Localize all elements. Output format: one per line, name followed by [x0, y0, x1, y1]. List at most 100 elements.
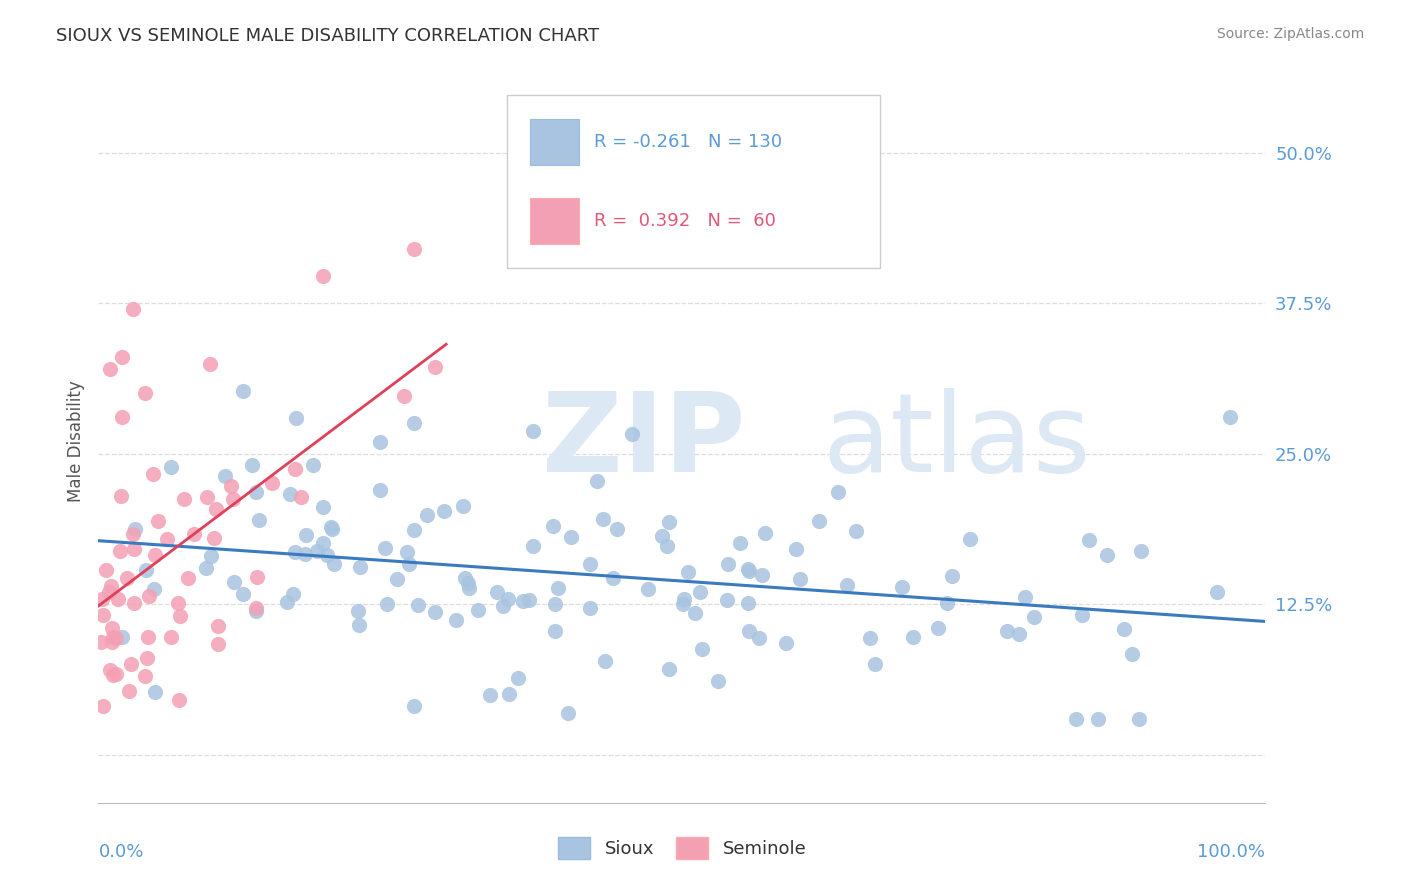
Point [135, 564, 157, 578]
Point [245, 601, 267, 615]
Point [785, 542, 807, 557]
Point [941, 569, 963, 583]
Point [176, 571, 198, 585]
Point [522, 425, 544, 439]
Point [91, 699, 114, 714]
Point [492, 599, 515, 613]
Point [183, 527, 205, 541]
Point [651, 529, 673, 543]
Point [748, 632, 770, 646]
Point [224, 575, 246, 590]
Point [1087, 712, 1109, 726]
Point [284, 461, 307, 475]
Text: atlas: atlas [823, 388, 1091, 495]
Point [592, 511, 614, 525]
Point [498, 687, 520, 701]
Y-axis label: Male Disability: Male Disability [66, 381, 84, 502]
Point [200, 549, 222, 564]
Point [368, 434, 391, 449]
Point [305, 543, 328, 558]
Point [404, 524, 426, 538]
Point [281, 587, 304, 601]
Point [134, 386, 156, 401]
Point [110, 489, 132, 503]
Point [508, 671, 530, 685]
Point [142, 467, 165, 481]
Point [375, 597, 398, 611]
Point [415, 508, 437, 522]
Point [672, 592, 695, 607]
Point [672, 597, 695, 611]
Point [312, 268, 335, 283]
Point [321, 522, 343, 536]
Point [402, 699, 425, 714]
Point [245, 604, 267, 618]
Point [124, 596, 146, 610]
Point [560, 530, 582, 544]
Point [159, 630, 181, 644]
Point [808, 514, 831, 528]
Point [294, 528, 316, 542]
Point [134, 669, 156, 683]
Point [683, 606, 706, 620]
Point [557, 706, 579, 720]
Point [1121, 647, 1143, 661]
Point [101, 621, 124, 635]
Point [541, 518, 564, 533]
Point [392, 389, 415, 403]
Point [496, 591, 519, 606]
Point [707, 674, 730, 689]
Point [522, 539, 544, 553]
Point [544, 597, 567, 611]
Point [311, 536, 333, 550]
Point [94, 563, 117, 577]
Point [737, 562, 759, 576]
Point [621, 426, 644, 441]
Point [115, 571, 138, 585]
Point [368, 483, 391, 498]
Point [423, 359, 446, 374]
Point [544, 624, 567, 639]
Point [321, 520, 343, 534]
Point [143, 548, 166, 562]
Point [245, 484, 267, 499]
Point [290, 490, 312, 504]
Point [1095, 548, 1118, 562]
Point [775, 635, 797, 649]
Point [751, 568, 773, 582]
Text: SIOUX VS SEMINOLE MALE DISABILITY CORRELATION CHART: SIOUX VS SEMINOLE MALE DISABILITY CORREL… [56, 27, 599, 45]
Point [262, 476, 284, 491]
Point [738, 564, 761, 578]
Point [222, 492, 245, 507]
Point [737, 596, 759, 610]
Point [903, 630, 925, 644]
Point [322, 557, 344, 571]
Point [146, 514, 169, 528]
Point [1130, 544, 1153, 558]
Point [143, 582, 166, 596]
Point [156, 532, 179, 546]
Point [284, 410, 307, 425]
Point [837, 578, 859, 592]
Point [202, 532, 225, 546]
Point [294, 547, 316, 561]
Point [198, 357, 221, 371]
Point [214, 469, 236, 483]
Point [207, 637, 229, 651]
Point [485, 585, 508, 599]
Point [98, 663, 121, 677]
Point [278, 487, 301, 501]
Point [120, 657, 142, 672]
Point [444, 613, 467, 627]
Text: Source: ZipAtlas.com: Source: ZipAtlas.com [1216, 27, 1364, 41]
Point [658, 662, 681, 676]
Point [374, 541, 396, 555]
Point [402, 242, 425, 256]
Point [927, 621, 949, 635]
Point [219, 478, 242, 492]
Point [312, 500, 335, 515]
Point [118, 684, 141, 698]
Point [451, 499, 474, 513]
Point [167, 693, 190, 707]
Point [315, 548, 337, 562]
